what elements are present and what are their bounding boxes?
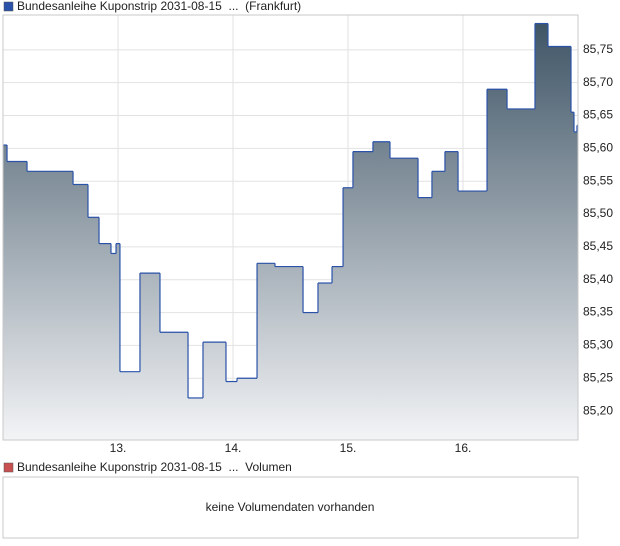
legend-label: Bundesanleihe Kuponstrip 2031-08-15 ... …	[17, 460, 292, 474]
y-tick-label: 85,75	[583, 42, 613, 56]
y-tick-label: 85,30	[583, 338, 613, 352]
x-tick-label: 13.	[110, 441, 127, 455]
step-connector	[6, 23, 578, 398]
legend-swatch	[3, 1, 14, 12]
y-tick-label: 85,70	[583, 75, 613, 89]
legend-swatch	[3, 462, 14, 473]
y-tick-label: 85,20	[583, 403, 613, 417]
y-tick-label: 85,45	[583, 239, 613, 253]
x-tick-label: 16.	[455, 441, 472, 455]
no-data-message: keine Volumendaten vorhanden	[206, 500, 375, 514]
volume-panel	[2, 476, 579, 539]
y-tick-label: 85,25	[583, 370, 613, 384]
y-tick-label: 85,55	[583, 173, 613, 187]
x-tick-label: 15.	[340, 441, 357, 455]
y-tick-label: 85,50	[583, 206, 613, 220]
y-tick-label: 85,65	[583, 108, 613, 122]
x-tick-label: 14.	[225, 441, 242, 455]
y-tick-label: 85,35	[583, 305, 613, 319]
legend-label: Bundesanleihe Kuponstrip 2031-08-15 ... …	[17, 0, 301, 13]
y-tick-label: 85,60	[583, 141, 613, 155]
area-fill	[3, 23, 578, 440]
plot-frame	[2, 14, 579, 441]
y-tick-label: 85,40	[583, 272, 613, 286]
